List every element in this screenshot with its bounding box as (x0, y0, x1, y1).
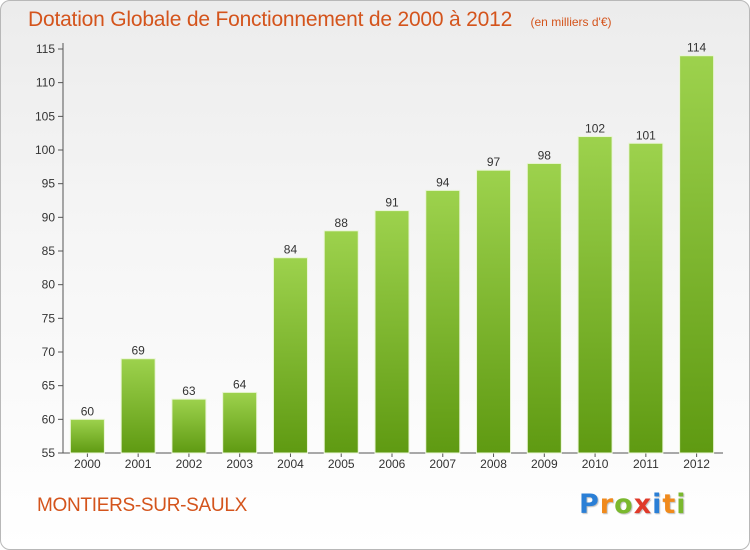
value-label: 98 (538, 148, 552, 162)
y-tick-label: 85 (42, 244, 56, 258)
x-tick-label: 2001 (125, 457, 152, 471)
value-label: 114 (687, 41, 706, 55)
x-tick-label: 2012 (683, 457, 710, 471)
x-tick-label: 2004 (277, 457, 304, 471)
x-tick-label: 2008 (480, 457, 507, 471)
logo-letter: i (676, 489, 687, 520)
x-tick-label: 2003 (226, 457, 253, 471)
x-tick-label: 2007 (429, 457, 456, 471)
y-tick-label: 75 (42, 311, 56, 325)
bars (69, 55, 715, 454)
bar (425, 189, 461, 454)
x-tick-label: 2000 (74, 457, 101, 471)
value-label: 91 (385, 196, 399, 210)
x-tick-label: 2011 (633, 457, 659, 471)
title-row: Dotation Globale de Fonctionnement de 20… (28, 8, 612, 32)
y-tick-label: 60 (42, 412, 56, 426)
value-label: 84 (284, 243, 298, 257)
bar (628, 142, 664, 454)
logo-letter: x (633, 489, 653, 520)
y-tick-label: 105 (35, 109, 55, 123)
labels: 2000 60 2001 69 2002 63 2003 64 2004 84 2005 88 2006… (74, 41, 710, 471)
y-tick-label: 65 (42, 379, 56, 393)
value-label: 102 (585, 122, 605, 136)
bar (69, 418, 105, 454)
x-tick-label: 2006 (379, 457, 406, 471)
y-tick-label: 80 (42, 278, 56, 292)
chart-title: Dotation Globale de Fonctionnement de 20… (28, 8, 513, 31)
bar (171, 398, 207, 454)
value-label: 97 (487, 155, 501, 169)
bar (374, 210, 410, 454)
bar (679, 55, 715, 454)
y-tick-label: 90 (42, 210, 56, 224)
bar (120, 358, 156, 454)
value-label: 94 (436, 175, 450, 189)
chart-unit: (en milliers d'€) (530, 15, 612, 29)
value-label: 63 (182, 384, 196, 398)
x-tick-label: 2010 (582, 457, 609, 471)
y-tick-label: 100 (35, 143, 55, 157)
x-tick-label: 2005 (328, 457, 355, 471)
logo-letter: r (599, 489, 615, 520)
logo-letter: t (662, 489, 677, 520)
y-tick-label: 55 (42, 446, 56, 460)
value-label: 69 (131, 344, 145, 358)
value-label: 60 (81, 404, 95, 418)
y-tick-label: 115 (36, 42, 55, 56)
x-tick-label: 2009 (531, 457, 558, 471)
bar (577, 136, 613, 454)
commune-name: MONTIERS-SUR-SAULX (37, 495, 247, 516)
value-label: 101 (636, 128, 656, 142)
logo-letter: o (614, 489, 634, 520)
logo-letter: i (652, 489, 663, 520)
bar (526, 162, 562, 454)
y-tick-label: 70 (42, 345, 56, 359)
bar (323, 230, 359, 454)
logo-letter: P (579, 489, 600, 520)
x-tick-label: 2002 (176, 457, 203, 471)
bar (476, 169, 512, 454)
value-label: 64 (233, 377, 247, 391)
value-label: 88 (335, 216, 349, 230)
bar (222, 391, 258, 454)
y-tick-label: 110 (36, 76, 55, 90)
proxiti-logo: Proxiti (579, 489, 687, 520)
bar (272, 257, 308, 454)
y-tick-label: 95 (42, 177, 56, 191)
